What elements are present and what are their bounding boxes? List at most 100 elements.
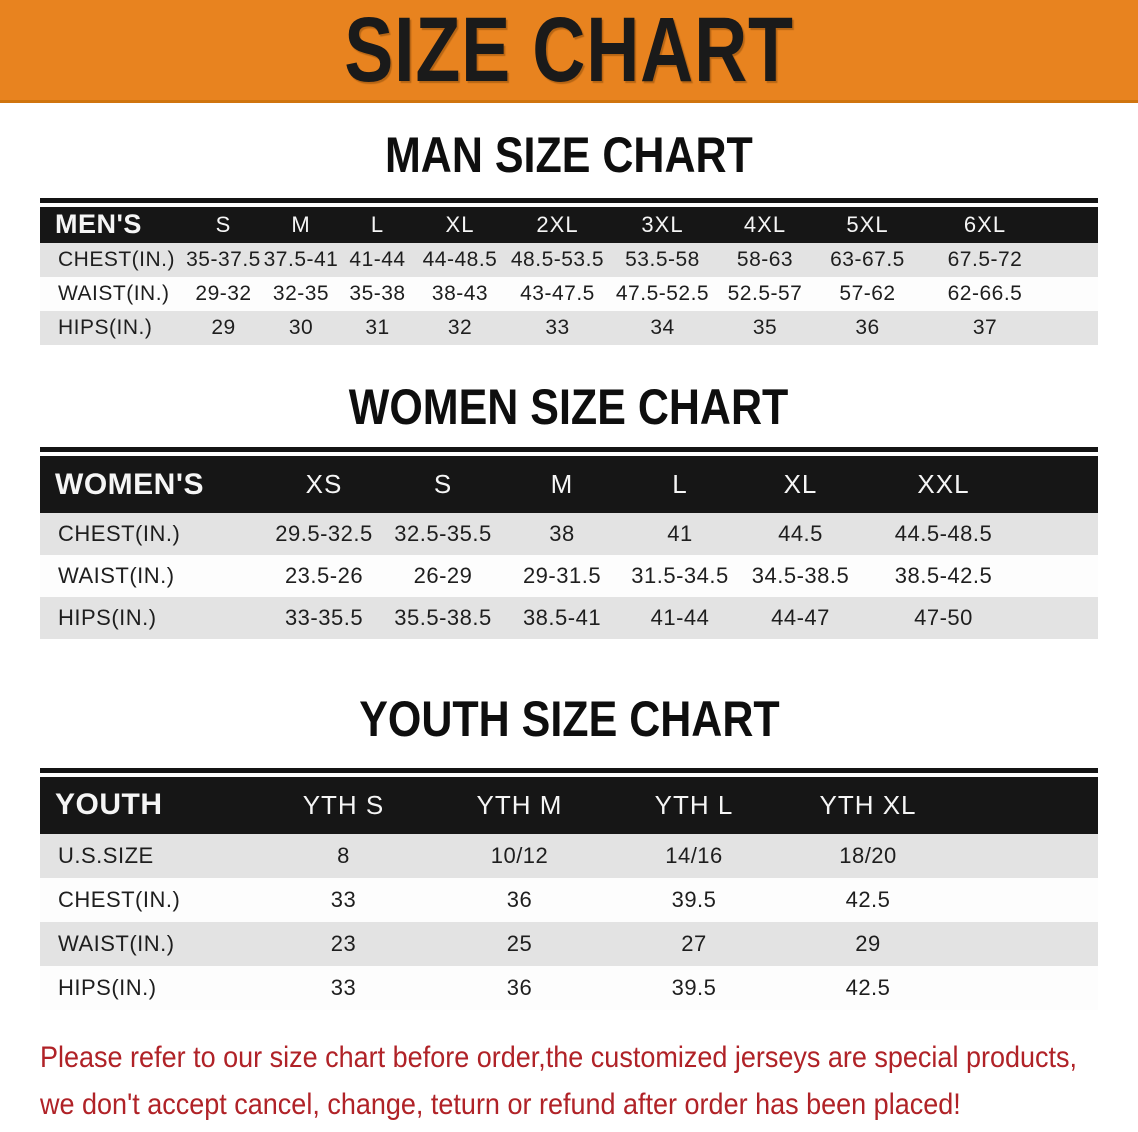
size-value-cell: 30 <box>288 315 314 339</box>
size-header-row: MEN'S S M L XL 2XL 3XL 4XL 5XL 6XL <box>40 206 1098 243</box>
table-corner-label: MEN'S <box>40 206 185 243</box>
size-value-cell: 38.5-42.5 <box>894 563 993 588</box>
filler-cell <box>1025 456 1098 513</box>
table-row: CHEST(IN.) 33 36 39.5 42.5 <box>40 877 1098 922</box>
size-value-cell: 67.5-72 <box>947 247 1023 271</box>
disclaimer-line-1: Please refer to our size chart before or… <box>40 1040 1078 1074</box>
row-label: WAIST(IN.) <box>58 930 175 956</box>
youth-section-heading-text: YOUTH SIZE CHART <box>358 691 780 747</box>
size-value-cell: 44-47 <box>771 605 830 630</box>
men-section-heading-text: MAN SIZE CHART <box>385 127 753 183</box>
size-value-cell: 48.5-53.5 <box>510 247 605 271</box>
youth-section-heading: YOUTH SIZE CHART <box>0 693 1138 746</box>
table-row: WAIST(IN.) 23.5-26 26-29 29-31.5 31.5-34.5 34… <box>40 555 1098 597</box>
size-column-header: XXL <box>862 456 1025 513</box>
size-value-cell: 29-31.5 <box>522 563 602 588</box>
size-column-header: 5XL <box>815 206 920 243</box>
size-value-cell: 39.5 <box>671 974 717 1000</box>
size-value-cell: 35.5-38.5 <box>394 605 492 630</box>
size-column-header: 4XL <box>715 206 815 243</box>
men-size-table: MEN'S S M L XL 2XL 3XL 4XL 5XL 6XL CHEST(IN.) 35-37… <box>40 197 1098 345</box>
size-value-cell: 37 <box>972 315 998 339</box>
size-column-header: L <box>340 206 415 243</box>
size-value-cell: 39.5 <box>671 886 717 912</box>
table-row: HIPS(IN.) 33-35.5 35.5-38.5 38.5-41 41-44 44-… <box>40 597 1098 639</box>
youth-section: YOUTH SIZE CHART YOUTH YTH S YTH M YTH L YTH… <box>0 693 1138 1010</box>
size-value-cell: 47-50 <box>914 605 973 630</box>
size-value-cell: 32-35 <box>272 281 330 305</box>
size-value-cell: 10/12 <box>490 842 549 868</box>
size-value-cell: 63-67.5 <box>830 247 905 271</box>
filler-cell <box>1050 277 1098 311</box>
filler-cell <box>1050 243 1098 277</box>
filler-cell <box>955 834 1098 878</box>
size-value-cell: 38.5-41 <box>522 605 602 630</box>
size-column-header: M <box>503 456 621 513</box>
filler-cell <box>1050 206 1098 243</box>
size-value-cell: 33-35.5 <box>284 605 364 630</box>
size-value-cell: 32.5-35.5 <box>394 521 492 546</box>
men-section-heading: MAN SIZE CHART <box>0 129 1138 182</box>
filler-cell <box>955 878 1098 922</box>
size-value-cell: 29.5-32.5 <box>275 521 373 546</box>
size-value-cell: 57-62 <box>839 281 896 305</box>
size-value-cell: 8 <box>337 842 350 868</box>
size-header-row: WOMEN'S XS S M L XL XXL <box>40 456 1098 513</box>
size-value-cell: 31.5-34.5 <box>631 563 729 588</box>
size-value-cell: 62-66.5 <box>947 281 1023 305</box>
size-value-cell: 23.5-26 <box>284 563 364 588</box>
size-value-cell: 37.5-41 <box>263 247 339 271</box>
filler-cell <box>1025 597 1098 639</box>
size-column-header: YTH XL <box>781 776 955 834</box>
women-section: WOMEN SIZE CHART WOMEN'S XS S M L XL XXL CHEST(… <box>0 380 1138 639</box>
size-value-cell: 44-48.5 <box>422 247 498 271</box>
size-chart-banner: SIZE CHART <box>0 0 1138 103</box>
size-column-header: 6XL <box>920 206 1050 243</box>
size-value-cell: 26-29 <box>413 563 473 588</box>
size-value-cell: 53.5-58 <box>625 247 700 271</box>
size-value-cell: 32 <box>447 315 473 339</box>
filler-cell <box>955 776 1098 834</box>
size-value-cell: 42.5 <box>845 974 891 1000</box>
size-value-cell: 36 <box>506 974 533 1000</box>
size-value-cell: 18/20 <box>839 842 897 868</box>
table-corner-label: WOMEN'S <box>40 456 265 513</box>
size-column-header: M <box>262 206 340 243</box>
size-value-cell: 35 <box>752 315 778 339</box>
size-value-cell: 35-38 <box>349 281 406 305</box>
row-label: WAIST(IN.) <box>58 281 170 305</box>
disclaimer: Please refer to our size chart before or… <box>40 1034 1098 1128</box>
table-row: U.S.SIZE 8 10/12 14/16 18/20 <box>40 833 1098 878</box>
size-value-cell: 34.5-38.5 <box>751 563 850 588</box>
size-value-cell: 29-32 <box>195 281 252 305</box>
size-value-cell: 38 <box>549 521 575 546</box>
table-row: CHEST(IN.) 35-37.5 37.5-41 41-44 44-48.5 48.5… <box>40 242 1098 277</box>
size-value-cell: 41-44 <box>650 605 710 630</box>
size-header-row: YOUTH YTH S YTH M YTH L YTH XL <box>40 776 1098 834</box>
size-value-cell: 47.5-52.5 <box>615 281 710 305</box>
size-value-cell: 36 <box>506 886 533 912</box>
size-value-cell: 31 <box>365 315 390 339</box>
filler-cell <box>955 966 1098 1010</box>
filler-cell <box>955 922 1098 966</box>
size-column-header: YTH M <box>432 776 607 834</box>
size-value-cell: 23 <box>330 930 357 956</box>
size-value-cell: 29 <box>211 315 236 339</box>
size-table: MEN'S S M L XL 2XL 3XL 4XL 5XL 6XL CHEST(IN.) 35-37… <box>40 206 1098 345</box>
filler-cell <box>1025 513 1098 555</box>
size-column-header: S <box>185 206 262 243</box>
filler-cell <box>1025 555 1098 597</box>
size-value-cell: 34 <box>650 315 675 339</box>
size-value-cell: 27 <box>681 930 707 956</box>
table-row: WAIST(IN.) 29-32 32-35 35-38 38-43 43-47.5 47.… <box>40 276 1098 311</box>
size-column-header: 2XL <box>505 206 610 243</box>
table-row: WAIST(IN.) 23 25 27 29 <box>40 921 1098 966</box>
size-value-cell: 33 <box>545 315 570 339</box>
size-table: WOMEN'S XS S M L XL XXL CHEST(IN.) 29.5-32.5 32.5… <box>40 456 1098 639</box>
size-value-cell: 41 <box>667 521 693 546</box>
size-value-cell: 44.5-48.5 <box>894 521 993 546</box>
table-row: CHEST(IN.) 29.5-32.5 32.5-35.5 38 41 44.5 44.5… <box>40 513 1098 555</box>
row-label: CHEST(IN.) <box>58 247 175 271</box>
table-row: HIPS(IN.) 29 30 31 32 33 34 35 36 37 <box>40 310 1098 345</box>
size-column-header: YTH L <box>607 776 781 834</box>
